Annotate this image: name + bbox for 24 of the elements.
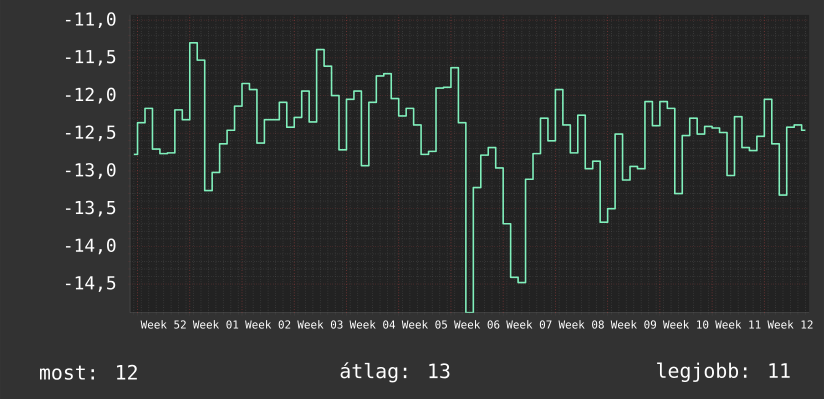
x-tick-label: Week 09 xyxy=(610,320,656,329)
y-tick-label: -11,5 xyxy=(66,50,116,66)
y-tick-label: -14,0 xyxy=(66,238,116,254)
x-tick-label: Week 08 xyxy=(558,320,604,329)
x-tick-label: Week 12 xyxy=(767,320,813,329)
x-tick-label: Week 52 xyxy=(140,320,186,329)
x-tick-label: Week 11 xyxy=(715,320,760,329)
text: legjobb: 11 xyxy=(657,362,790,382)
y-tick-label: -12,5 xyxy=(66,125,116,142)
x-tick-label: Week 03 xyxy=(297,320,343,329)
y-tick-label: -11,0 xyxy=(66,12,116,28)
x-tick-label: Week 07 xyxy=(506,320,552,329)
x-tick-label: Week 02 xyxy=(245,320,290,329)
x-tick-label: Week 04 xyxy=(350,320,396,329)
x-tick-label: Week 06 xyxy=(454,320,500,329)
x-tick-label: Week 10 xyxy=(662,320,708,329)
y-tick-label: -13,0 xyxy=(66,163,116,179)
y-tick-label: -14,5 xyxy=(66,276,116,292)
y-tick-label: -13,5 xyxy=(66,200,116,217)
x-tick-label: Week 05 xyxy=(402,320,447,329)
x-tick-label: Week 01 xyxy=(192,320,238,329)
text: átlag: 13 xyxy=(340,362,450,382)
y-tick-label: -12,0 xyxy=(66,88,116,104)
text: most: 12 xyxy=(40,364,137,380)
